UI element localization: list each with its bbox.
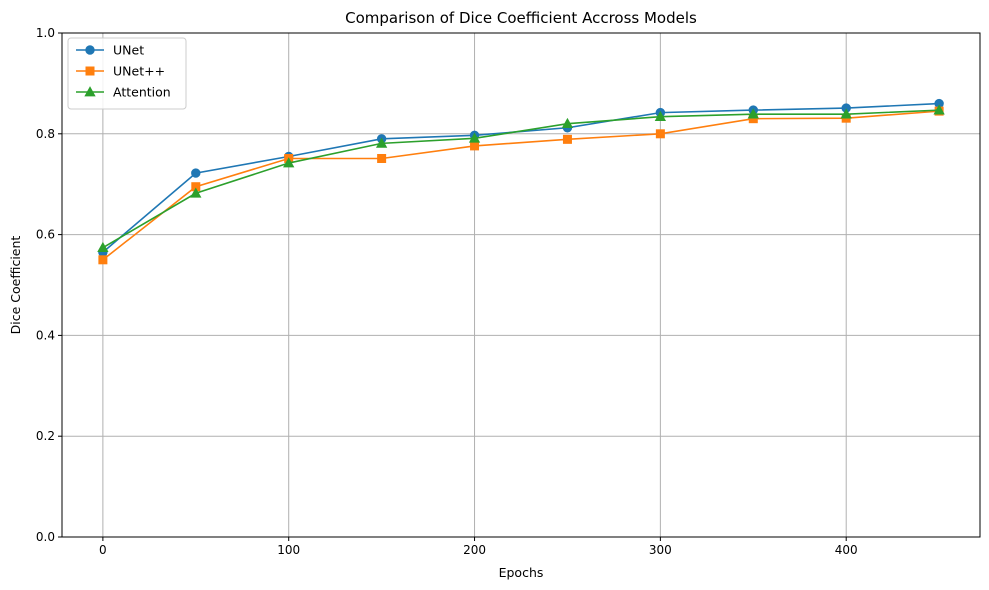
plot-frame	[61, 32, 981, 538]
x-axis-label: Epochs	[499, 565, 544, 580]
series-line	[102, 102, 940, 253]
data-point	[654, 110, 667, 122]
legend-label: UNet++	[113, 64, 165, 79]
y-tick-label: 0.0	[36, 530, 55, 544]
data-point	[375, 137, 388, 148]
legend-marker	[85, 45, 95, 55]
x-tick-label: 400	[835, 543, 858, 557]
y-tick-label: 0.8	[36, 127, 55, 141]
data-point	[283, 157, 295, 168]
x-tick-label: 100	[277, 543, 300, 557]
y-tick-label: 0.4	[36, 328, 55, 342]
y-tick-label: 0.2	[36, 429, 55, 443]
y-tick-label: 1.0	[36, 26, 55, 40]
data-point	[561, 117, 574, 129]
legend-marker	[84, 86, 96, 97]
legend-marker	[85, 66, 95, 76]
data-point	[747, 108, 759, 119]
y-axis-label: Dice Coefficient	[8, 236, 23, 335]
data-point	[98, 255, 108, 265]
data-point	[470, 141, 480, 151]
series-attention	[97, 104, 945, 253]
data-point	[655, 129, 665, 139]
series-line	[102, 110, 940, 261]
y-tick-label: 0.6	[36, 228, 55, 242]
chart-title: Comparison of Dice Coefficient Accross M…	[345, 9, 697, 27]
x-tick-label: 200	[463, 543, 486, 557]
data-point	[562, 134, 572, 144]
data-point	[377, 153, 387, 163]
x-tick-label: 300	[649, 543, 672, 557]
data-point	[97, 241, 109, 253]
data-point	[190, 187, 202, 198]
legend-label: Attention	[113, 85, 171, 100]
series-line	[102, 109, 940, 249]
data-point	[933, 104, 945, 115]
data-point	[840, 108, 852, 119]
ticks: 0 100 200 300 400 0.0 0.2 0.4 0.6 0.8 1.0	[36, 26, 858, 557]
data-point	[191, 168, 201, 178]
legend-label: UNet	[113, 43, 144, 58]
legend: UNet UNet++ Attention	[67, 37, 187, 110]
data-point	[468, 132, 481, 143]
series-layer	[97, 98, 945, 265]
x-tick-label: 0	[99, 543, 107, 557]
